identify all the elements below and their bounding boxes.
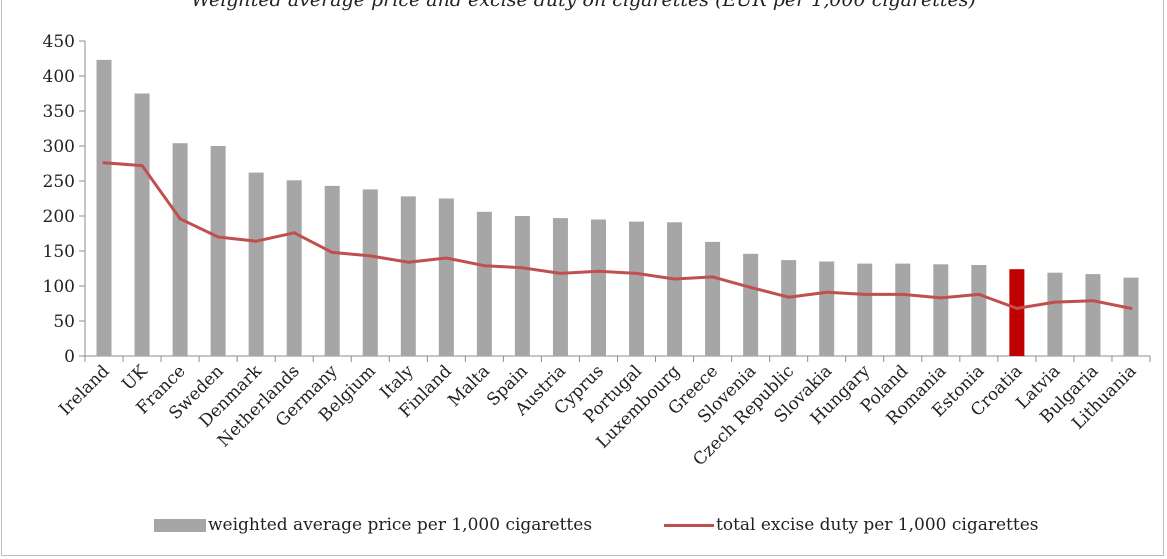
line-point	[558, 271, 562, 275]
bar-austria	[552, 218, 568, 356]
line-point	[711, 275, 715, 279]
line-point	[254, 239, 258, 243]
line-point	[292, 231, 296, 235]
bar-netherlands	[286, 180, 302, 356]
x-tick-label: Malta	[444, 361, 493, 410]
bar-lithuania	[1123, 277, 1139, 356]
legend-item-excise: total excise duty per 1,000 cigarettes	[664, 515, 1039, 535]
bar-slovakia	[819, 261, 835, 356]
line-point	[787, 295, 791, 299]
bar-greece	[705, 241, 721, 356]
line-point	[901, 292, 905, 296]
bar-portugal	[629, 221, 645, 356]
bar-belgium	[362, 189, 378, 356]
y-tick-label: 400	[43, 67, 75, 87]
line-point	[178, 217, 182, 221]
line-point	[1015, 306, 1019, 310]
y-tick-label: 150	[43, 242, 75, 262]
bar-spain	[514, 216, 530, 356]
bar-estonia	[971, 265, 987, 356]
y-tick-label: 300	[43, 137, 75, 157]
line-point	[939, 296, 943, 300]
line-point	[977, 292, 981, 296]
bar-france	[172, 143, 188, 356]
line-point	[825, 290, 829, 294]
line-point	[482, 264, 486, 268]
line-point	[863, 292, 867, 296]
line-point	[1129, 306, 1133, 310]
chart-title: Weighted average price and excise duty o…	[191, 0, 976, 11]
line-point	[216, 235, 220, 239]
line-point	[102, 161, 106, 165]
bar-poland	[895, 263, 911, 356]
bar-croatia	[1009, 269, 1025, 356]
line-point	[1091, 299, 1095, 303]
legend-swatch-price	[154, 518, 206, 532]
bar-hungary	[857, 263, 873, 356]
line-point	[635, 271, 639, 275]
bar-romania	[933, 264, 949, 356]
x-tick-label: Ireland	[55, 361, 113, 419]
y-tick-label: 50	[53, 312, 75, 332]
line-point	[749, 285, 753, 289]
y-tick-label: 450	[43, 32, 75, 52]
line-series-excise	[103, 161, 1132, 310]
bar-slovenia	[743, 253, 759, 356]
legend-label-excise: total excise duty per 1,000 cigarettes	[716, 515, 1039, 535]
bar-bulgaria	[1085, 274, 1101, 356]
y-tick-label: 0	[64, 347, 75, 367]
bar-finland	[438, 198, 454, 356]
y-tick-label: 250	[43, 172, 75, 192]
line-point	[520, 266, 524, 270]
bar-malta	[476, 211, 492, 356]
line-point	[1053, 300, 1057, 304]
line-point	[368, 254, 372, 258]
bar-czech-republic	[781, 260, 797, 356]
bar-italy	[400, 196, 416, 356]
bar-luxembourg	[667, 222, 683, 356]
line-point	[444, 256, 448, 260]
bar-denmark	[248, 172, 264, 356]
legend-label-price: weighted average price per 1,000 cigaret…	[208, 515, 593, 535]
chart-legend: weighted average price per 1,000 cigaret…	[0, 515, 1167, 545]
legend-item-price: weighted average price per 1,000 cigaret…	[154, 515, 592, 535]
bar-germany	[324, 185, 340, 356]
bar-uk	[134, 93, 150, 356]
line-point	[140, 164, 144, 168]
bar-ireland	[96, 59, 112, 357]
y-tick-label: 350	[43, 102, 75, 122]
line-point	[673, 277, 677, 281]
bar-latvia	[1047, 272, 1063, 356]
line-point	[596, 269, 600, 273]
line-point	[330, 250, 334, 254]
y-tick-label: 100	[43, 277, 75, 297]
bar-sweden	[210, 146, 226, 356]
bar-cyprus	[590, 219, 606, 356]
legend-swatch-excise	[664, 523, 714, 527]
y-tick-label: 200	[43, 207, 75, 227]
line-point	[406, 260, 410, 264]
